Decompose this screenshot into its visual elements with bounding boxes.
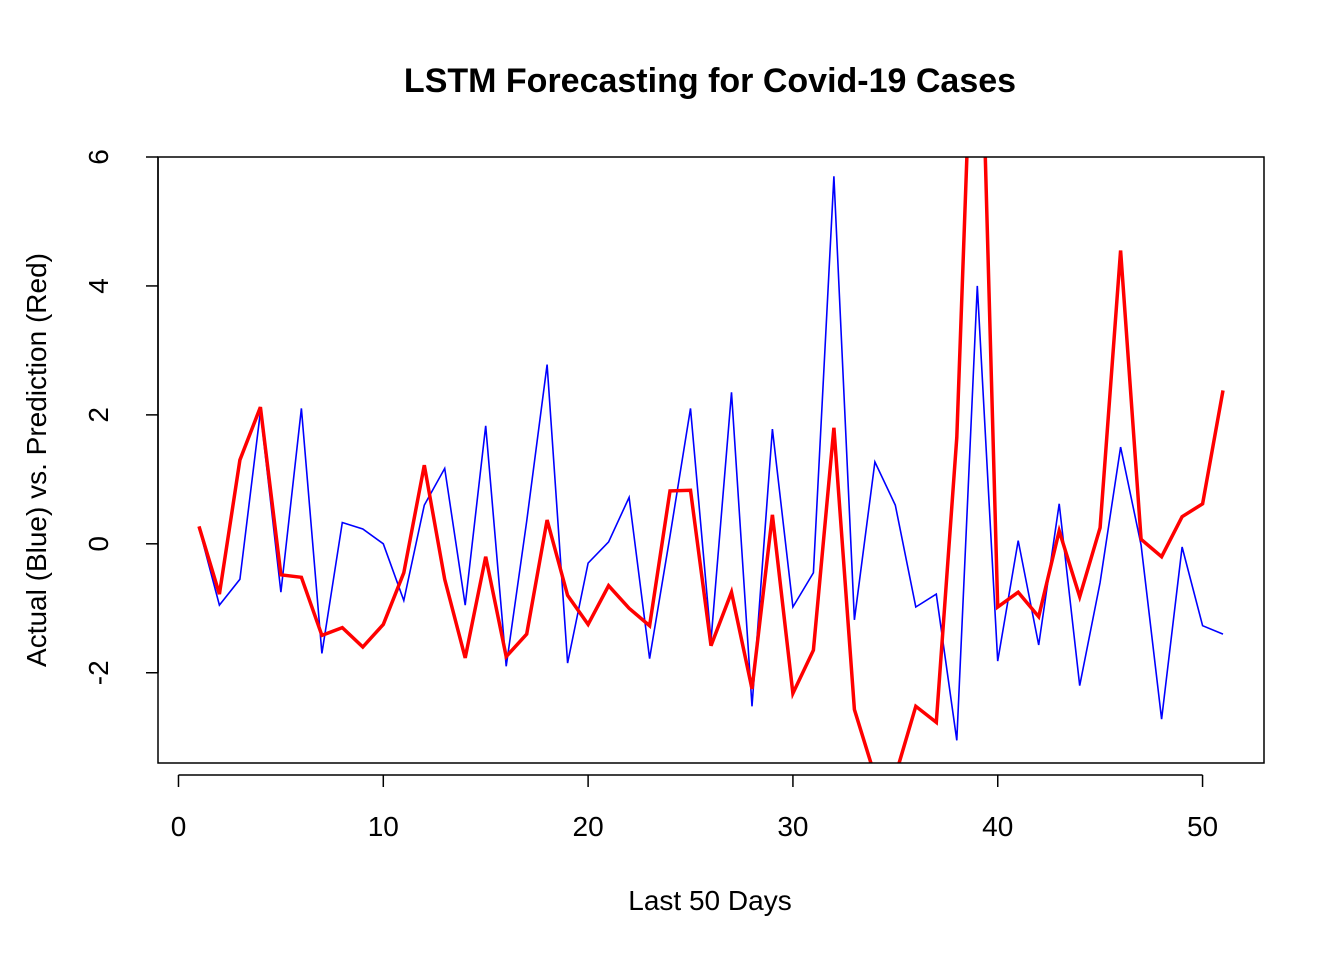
y-tick-label: 4 bbox=[83, 278, 114, 294]
x-tick-label: 20 bbox=[573, 811, 604, 842]
plot-frame bbox=[157, 156, 1265, 764]
x-axis: 0 10 20 30 40 50 bbox=[171, 774, 1218, 842]
y-tick-label: -2 bbox=[83, 660, 114, 685]
x-tick-label: 30 bbox=[777, 811, 808, 842]
chart-title: LSTM Forecasting for Covid-19 Cases bbox=[404, 62, 1016, 100]
x-axis-label: Last 50 Days bbox=[628, 885, 791, 916]
y-axis: -2 0 2 4 6 bbox=[83, 149, 159, 685]
prediction-series-line bbox=[197, 157, 1225, 763]
y-tick-label: 0 bbox=[83, 536, 114, 552]
actual-series-line bbox=[198, 176, 1224, 741]
x-tick-label: 10 bbox=[368, 811, 399, 842]
series-layer bbox=[197, 157, 1225, 763]
x-tick-label: 0 bbox=[171, 811, 187, 842]
y-tick-label: 6 bbox=[83, 149, 114, 165]
x-tick-label: 50 bbox=[1187, 811, 1218, 842]
y-axis-label: Actual (Blue) vs. Prediction (Red) bbox=[21, 253, 52, 667]
y-tick-label: 2 bbox=[83, 407, 114, 423]
x-tick-label: 40 bbox=[982, 811, 1013, 842]
